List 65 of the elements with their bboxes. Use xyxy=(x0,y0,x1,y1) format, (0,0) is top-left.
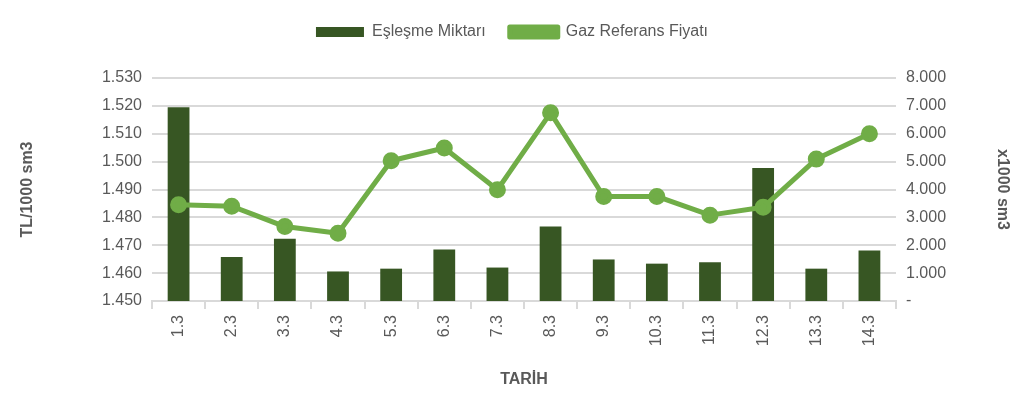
bar xyxy=(539,226,562,301)
x-tick-label: 2.3 xyxy=(222,314,240,338)
x-tick-label: 4.3 xyxy=(328,314,346,338)
y2-tick-label: 7.000 xyxy=(906,96,947,114)
point xyxy=(170,196,188,214)
bar xyxy=(380,268,403,301)
point xyxy=(860,125,878,143)
point xyxy=(435,139,453,157)
bar xyxy=(858,250,881,301)
bar xyxy=(805,268,828,301)
point xyxy=(276,218,294,236)
x-tick-label: 10.3 xyxy=(647,314,665,347)
point xyxy=(648,187,666,205)
y2-tick-label: - xyxy=(906,291,912,309)
x-tick-label: 7.3 xyxy=(487,314,505,338)
y2-tick-label: 4.000 xyxy=(906,179,947,197)
point xyxy=(595,187,613,205)
y2-tick-label: 3.000 xyxy=(906,207,947,225)
y2-tick-label: 1.000 xyxy=(906,263,947,281)
x-tick-label: 9.3 xyxy=(594,314,612,338)
y-tick-label: 1.530 xyxy=(101,68,143,86)
bar xyxy=(699,262,721,301)
y-tick-label: 1.490 xyxy=(101,179,143,197)
x-tick-label: 14.3 xyxy=(859,314,877,347)
point xyxy=(701,206,719,224)
y-tick-label: 1.520 xyxy=(101,96,143,114)
y-tick-label: 1.510 xyxy=(101,124,143,142)
y2-tick-label: 2.000 xyxy=(906,235,947,253)
point xyxy=(382,152,400,170)
x-axis-title: TARİH xyxy=(500,369,548,387)
x-tick-label: 8.3 xyxy=(540,314,558,338)
bar xyxy=(433,249,456,301)
y2-tick-label: 5.000 xyxy=(906,152,947,170)
bar xyxy=(592,259,615,301)
x-tick-label: 1.3 xyxy=(168,314,186,338)
x-tick-label: 6.3 xyxy=(434,314,452,338)
point xyxy=(807,150,825,168)
point xyxy=(488,181,506,199)
bar xyxy=(220,256,243,301)
point xyxy=(329,224,347,242)
bar xyxy=(645,263,668,301)
bar xyxy=(486,267,509,301)
x-tick-label: 11.3 xyxy=(700,314,718,345)
point xyxy=(542,104,560,122)
y-tick-label: 1.500 xyxy=(101,152,143,170)
bar xyxy=(273,238,296,301)
y-tick-label: 1.480 xyxy=(101,207,143,225)
y2-tick-label: 6.000 xyxy=(906,124,947,142)
x-tick-label: 13.3 xyxy=(806,314,824,347)
y-tick-label: 1.460 xyxy=(101,263,143,281)
y-tick-label: 1.450 xyxy=(101,291,143,309)
legend-label: Gaz Referans Fiyatı xyxy=(565,22,709,40)
bar xyxy=(327,271,349,301)
y-axis-title: TL/1000 sm3 xyxy=(18,141,36,238)
y2-axis-title: x1000 sm3 xyxy=(994,149,1012,231)
x-tick-label: 5.3 xyxy=(381,314,399,338)
x-tick-label: 12.3 xyxy=(753,314,771,347)
point xyxy=(754,198,772,216)
bar xyxy=(752,168,775,301)
point xyxy=(223,197,241,215)
y-tick-label: 1.470 xyxy=(101,235,143,253)
legend-label: Eşleşme Miktarı xyxy=(371,22,486,40)
y2-tick-label: 8.000 xyxy=(906,68,947,86)
bar xyxy=(167,107,190,301)
x-tick-label: 3.3 xyxy=(275,314,293,338)
